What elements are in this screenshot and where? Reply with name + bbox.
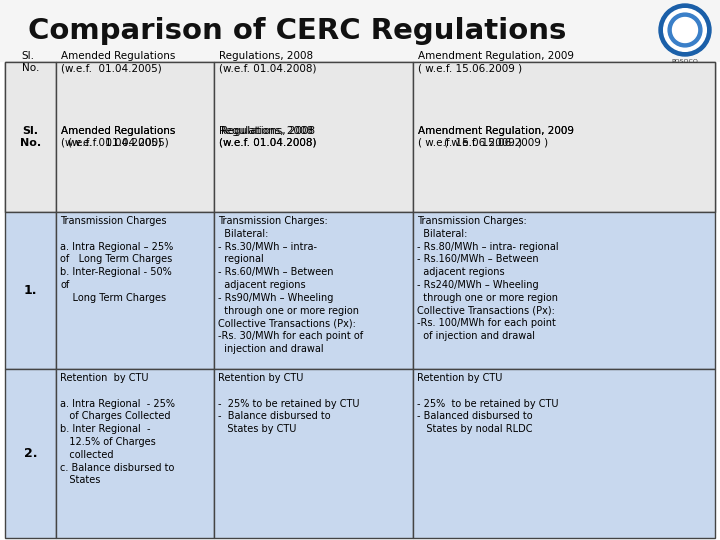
Bar <box>215 62 413 212</box>
Bar <box>413 62 715 212</box>
Text: Retention by CTU

-  25% to be retained by CTU
-  Balance disbursed to
   States: Retention by CTU - 25% to be retained by… <box>218 373 360 434</box>
Bar <box>215 212 413 369</box>
Text: Amendment Regulation, 2009
( w.e.f. 15.06.2009 ): Amendment Regulation, 2009 ( w.e.f. 15.0… <box>418 51 575 73</box>
Text: Regulations, 2008
(w.e.f. 01.04.2008): Regulations, 2008 (w.e.f. 01.04.2008) <box>220 126 317 148</box>
Text: Sl.
No.: Sl. No. <box>20 126 41 148</box>
Bar <box>56 212 215 369</box>
Bar <box>215 62 413 212</box>
Text: Amended Regulations
(w.e.f.  01.04.2005): Amended Regulations (w.e.f. 01.04.2005) <box>61 126 176 148</box>
Circle shape <box>664 9 706 51</box>
Bar <box>56 62 215 212</box>
Text: Regulations, 2008
(w.e.f. 01.04.2008): Regulations, 2008 (w.e.f. 01.04.2008) <box>220 51 317 73</box>
Bar <box>5 62 56 212</box>
Bar <box>413 62 715 212</box>
Bar <box>0 0 720 62</box>
Text: Regulations, 2008
(w.e.f. 01.04.2008): Regulations, 2008 (w.e.f. 01.04.2008) <box>220 126 317 148</box>
Text: Amendment Regulation, 2009
( w.e.f. 15.06.2009 ): Amendment Regulation, 2009 ( w.e.f. 15.0… <box>418 126 575 148</box>
Text: Amended Regulations
(w.e.f.  01.04.2005): Amended Regulations (w.e.f. 01.04.2005) <box>61 126 176 148</box>
Bar <box>5 369 56 538</box>
Bar <box>215 369 413 538</box>
Bar <box>5 212 56 369</box>
Text: 2.: 2. <box>24 447 37 460</box>
Text: Retention by CTU

- 25%  to be retained by CTU
- Balanced disbursed to
   States: Retention by CTU - 25% to be retained by… <box>418 373 559 434</box>
Circle shape <box>672 17 698 43</box>
Text: POSOCO: POSOCO <box>672 59 698 64</box>
Bar <box>56 62 215 212</box>
Circle shape <box>668 13 702 47</box>
Text: Amended Regulations
(w.e.f.  01.04.2005): Amended Regulations (w.e.f. 01.04.2005) <box>61 51 176 73</box>
Bar <box>413 369 715 538</box>
Text: Transmission Charges:
  Bilateral:
- Rs.30/MWh – intra-
  regional
- Rs.60/MWh –: Transmission Charges: Bilateral: - Rs.30… <box>218 216 364 354</box>
Text: Comparison of CERC Regulations: Comparison of CERC Regulations <box>28 17 567 45</box>
Bar <box>56 369 215 538</box>
Text: 1.: 1. <box>24 284 37 297</box>
Text: Sl.
No.: Sl. No. <box>22 51 40 73</box>
Text: Transmission Charges

a. Intra Regional – 25%
of   Long Term Charges
b. Inter-Re: Transmission Charges a. Intra Regional –… <box>60 216 174 303</box>
Text: Transmission Charges:
  Bilateral:
- Rs.80/MWh – intra- regional
- Rs.160/MWh – : Transmission Charges: Bilateral: - Rs.80… <box>418 216 559 341</box>
Text: Amendment Regulation, 2009
( w.e.f. 15.06.2009 ): Amendment Regulation, 2009 ( w.e.f. 15.0… <box>418 126 575 148</box>
Bar <box>5 62 56 212</box>
Text: Retention  by CTU

a. Intra Regional  - 25%
   of Charges Collected
b. Inter Reg: Retention by CTU a. Intra Regional - 25%… <box>60 373 175 485</box>
Circle shape <box>659 4 711 56</box>
Bar <box>413 212 715 369</box>
